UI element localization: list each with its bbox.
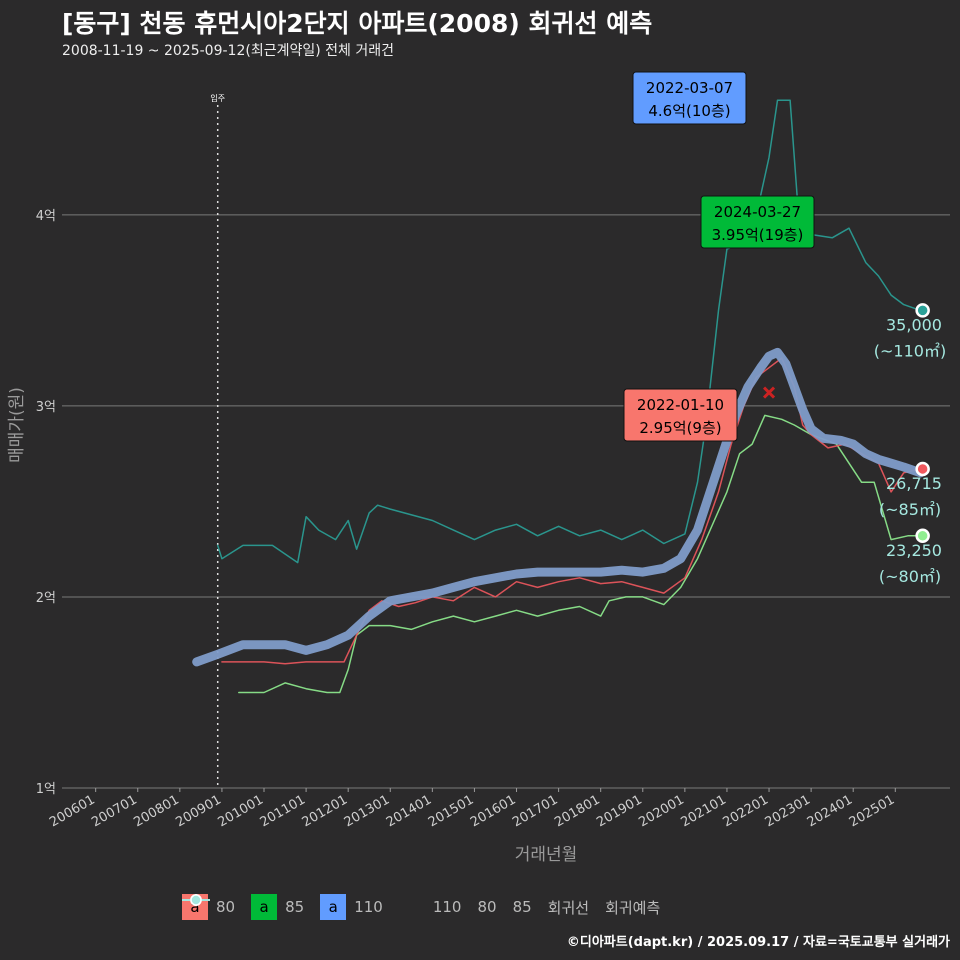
annotation-date: 2022-01-10 — [637, 396, 724, 414]
x-tick-label: 202001 — [636, 792, 686, 830]
endpoint-value-label: 26,715 — [886, 474, 942, 493]
y-tick-label: 2억 — [36, 591, 56, 606]
legend-line-item: 85 — [182, 894, 532, 916]
x-tick-label: 201501 — [426, 792, 476, 830]
x-tick-label: 201001 — [216, 792, 266, 830]
x-tick-label: 202301 — [763, 792, 813, 830]
annotation-box — [623, 388, 738, 442]
legend-label: 85 — [285, 898, 305, 916]
legend-swatch: a — [251, 894, 278, 920]
legend-swatch: a — [182, 894, 208, 920]
series-line-110 — [216, 99, 922, 564]
legend-label: 110 — [432, 898, 462, 916]
y-tick-label: 4억 — [36, 209, 56, 224]
x-tick-label: 201301 — [342, 792, 392, 830]
legend-area-item: a 110 — [320, 894, 383, 920]
legend-line-item: 110 — [182, 894, 462, 916]
series-line-85 — [221, 357, 922, 665]
legend-area-item: a 80 — [182, 894, 235, 920]
x-tick-label: 202201 — [721, 792, 771, 830]
endpoint-value-label: 35,000 — [886, 315, 942, 334]
legend-line-item: 회귀선 — [182, 894, 590, 918]
endpoint-area-label: (~80㎡) — [879, 567, 941, 586]
x-tick-label: 200701 — [89, 792, 139, 830]
annotation-price: 4.6억(10층) — [648, 102, 730, 120]
chart-subtitle: 2008-11-19 ~ 2025-09-12(최근계약일) 전체 거래건 — [62, 43, 394, 59]
legend-label: 80 — [477, 898, 497, 916]
x-tick-label: 201201 — [300, 792, 350, 830]
annotation-box — [632, 71, 747, 125]
annotation-date: 2022-03-07 — [646, 79, 733, 97]
annotation-box — [700, 195, 815, 249]
x-tick-label: 201101 — [258, 792, 308, 830]
x-tick-label: 201701 — [510, 792, 560, 830]
annotation-price: 2.95억(9층) — [639, 419, 721, 437]
y-axis-title: 매매가(원) — [7, 387, 27, 463]
legend-line-swatch — [182, 894, 210, 906]
legend-label: 회귀예측 — [605, 898, 661, 917]
legend-line-item: 80 — [182, 894, 497, 916]
legend-line-group: 110 80 85 회귀선 회귀예측 — [182, 894, 676, 918]
legend-line-item: 회귀예측 — [182, 894, 661, 918]
legend-area-group: a 80 a 85 a 110 — [182, 894, 399, 920]
x-tick-label: 201801 — [552, 792, 602, 830]
legend-label: 110 — [354, 898, 383, 916]
series-line-regression — [192, 347, 925, 667]
x-tick-label: 200601 — [47, 792, 97, 830]
legend-swatch: a — [320, 894, 347, 920]
annotation-date: 2024-03-27 — [714, 203, 801, 221]
legend-label: 회귀선 — [547, 898, 590, 917]
x-tick-label: 202401 — [805, 792, 855, 830]
endpoint-value-label: 23,250 — [886, 541, 942, 560]
x-axis-title: 거래년월 — [515, 845, 578, 865]
legend: a 80 a 85 a 110 110 80 85 회귀선 회귀예측 — [182, 892, 676, 922]
series-line-80 — [238, 414, 922, 694]
x-tick-label: 202501 — [847, 792, 897, 830]
move-in-label: 입주 — [210, 94, 225, 103]
annotation-110: 2022-03-07 4.6억(10층) — [632, 71, 747, 125]
source-caption: ©디아파트(dapt.kr) / 2025.09.17 / 자료=국토교통부 실… — [566, 935, 950, 950]
annotation-85: 2024-03-27 3.95억(19층) — [700, 195, 815, 249]
y-tick-label: 1억 — [36, 782, 56, 797]
chart-title: [동구] 천동 휴먼시아2단지 아파트(2008) 회귀선 예측 — [62, 9, 653, 38]
legend-label: 80 — [216, 898, 236, 916]
annotation-80: 2022-01-10 2.95억(9층) — [623, 388, 738, 442]
x-tick-label: 200901 — [173, 792, 223, 830]
x-tick-label: 201901 — [594, 792, 644, 830]
endpoint-80 — [915, 528, 930, 544]
legend-area-item: a 85 — [251, 894, 304, 920]
y-tick-label: 3억 — [36, 400, 56, 415]
legend-label: 85 — [512, 898, 532, 916]
x-tick-label: 201401 — [384, 792, 434, 830]
x-tick-label: 201601 — [468, 792, 518, 830]
x-tick-label: 202101 — [678, 792, 728, 830]
endpoint-85 — [915, 461, 930, 477]
endpoint-area-label: (~110㎡) — [874, 341, 946, 360]
endpoint-110 — [915, 303, 930, 318]
annotation-price: 3.95억(19층) — [712, 226, 804, 244]
peak-marker — [762, 386, 776, 399]
x-tick-label: 200801 — [131, 792, 181, 830]
endpoint-area-label: (~85㎡) — [879, 500, 941, 519]
